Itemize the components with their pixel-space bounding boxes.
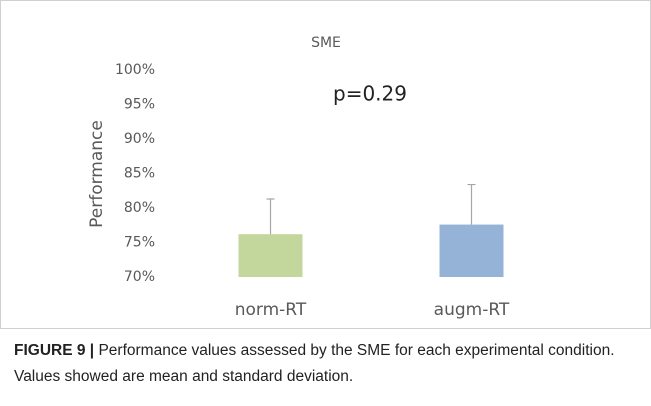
annotation: p=0.29 — [333, 82, 407, 106]
x-tick-label: augm-RT — [434, 300, 510, 320]
bar — [439, 224, 504, 277]
chart-title: SME — [311, 35, 341, 51]
chart: SME p=0.29 Performance 70% 75% 80% 85% 90% 95… — [0, 0, 651, 329]
bar — [238, 234, 303, 277]
y-axis-label: Performance — [87, 120, 107, 228]
error-bar — [266, 198, 275, 235]
caption: FIGURE 9 | Performance values assessed b… — [14, 338, 639, 390]
chart-frame — [0, 0, 651, 329]
y-tick-label: 80% — [124, 200, 155, 216]
y-tick-label: 75% — [124, 235, 155, 251]
caption-text: Performance values assessed by the SME f… — [14, 342, 615, 385]
caption-label: FIGURE 9 | — [14, 342, 95, 359]
x-tick-label: norm-RT — [235, 300, 307, 320]
error-bar — [467, 183, 476, 225]
y-tick-label: 70% — [124, 269, 155, 285]
y-tick-label: 85% — [124, 166, 155, 182]
y-tick-label: 95% — [124, 97, 155, 113]
y-tick-label: 100% — [115, 62, 155, 78]
y-tick-label: 90% — [124, 131, 155, 147]
